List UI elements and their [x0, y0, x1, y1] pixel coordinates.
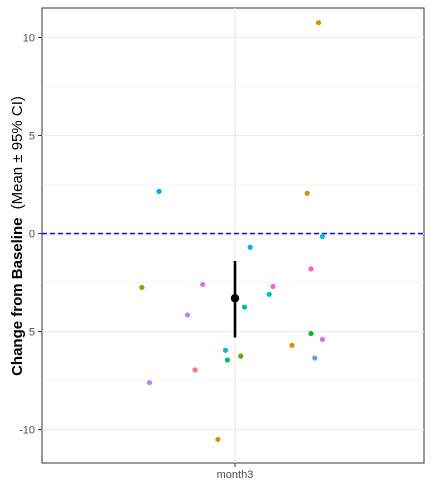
data-point	[139, 284, 145, 291]
x-axis-ticks: month3	[217, 463, 254, 481]
data-point	[241, 304, 248, 310]
x-tick-label: month3	[217, 469, 254, 481]
y-axis-title-main: Change from Baseline	[9, 218, 26, 376]
data-point	[312, 355, 318, 361]
plot-panel	[41, 7, 425, 464]
y-tick-label: 0	[29, 229, 35, 241]
data-point	[289, 342, 295, 348]
data-point	[319, 336, 325, 343]
data-point	[200, 281, 206, 288]
y-tick-label: 10	[23, 32, 35, 44]
data-point	[308, 330, 314, 337]
data-point	[247, 244, 253, 250]
data-point	[308, 266, 314, 272]
data-point	[316, 20, 322, 26]
data-points	[139, 20, 325, 443]
data-point	[304, 190, 310, 196]
data-point	[266, 291, 272, 297]
data-point	[156, 188, 162, 194]
data-point	[222, 347, 229, 353]
y-axis-title: Change from Baseline (Mean ± 95% CI)	[9, 96, 26, 376]
y-tick-label: 5	[29, 327, 35, 339]
mean-ci-group	[230, 260, 240, 338]
y-axis-ticks: -10 5 0 5 10	[19, 32, 42, 437]
data-point	[319, 233, 325, 240]
data-point	[270, 283, 276, 290]
y-tick-label: 5	[29, 130, 35, 142]
data-point	[184, 312, 191, 318]
data-point	[192, 367, 198, 373]
data-point	[224, 357, 230, 363]
data-point	[215, 436, 221, 443]
data-point	[146, 379, 153, 386]
mean-point	[230, 294, 240, 303]
y-tick-label: -10	[19, 425, 35, 437]
data-point	[238, 353, 244, 359]
y-axis-title-sub: (Mean ± 95% CI)	[9, 96, 26, 209]
grid	[42, 8, 424, 463]
